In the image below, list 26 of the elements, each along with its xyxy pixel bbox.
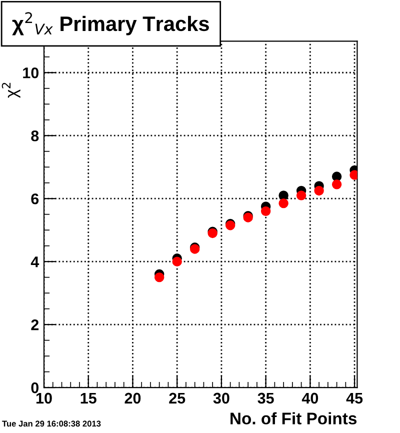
chart-title: χ$^{2}$$_{Vx}$ Primary Tracks [12, 12, 209, 36]
y-tick-label: 2 [31, 319, 39, 330]
y-tick-label: 6 [31, 193, 39, 204]
y-tick-label: 10 [23, 67, 39, 78]
x-tick-label: 45 [346, 392, 363, 404]
x-tick-label: 25 [169, 392, 186, 404]
x-tick-label: 35 [258, 392, 274, 404]
point [154, 272, 164, 282]
point [172, 256, 182, 266]
point [332, 172, 342, 182]
x-tick-label: 30 [213, 392, 230, 404]
y-tick-label: 8 [31, 130, 39, 142]
point [278, 198, 288, 208]
x-tick-label: 40 [302, 392, 318, 404]
point [260, 206, 271, 216]
point [314, 186, 324, 196]
point [296, 190, 306, 200]
y-tick-label: 4 [30, 256, 40, 268]
x-axis-title: No. of Fit Points [230, 412, 357, 424]
y-tick-label: 0 [31, 382, 39, 394]
y-axis-title: χ$^{2}$ [2, 82, 20, 98]
x-tick-label: 15 [80, 392, 96, 404]
point [332, 180, 342, 190]
point [278, 190, 288, 200]
x-tick-label: 20 [124, 392, 141, 404]
text: Tue Jan 29 16:08:38 2013 [2, 420, 101, 427]
